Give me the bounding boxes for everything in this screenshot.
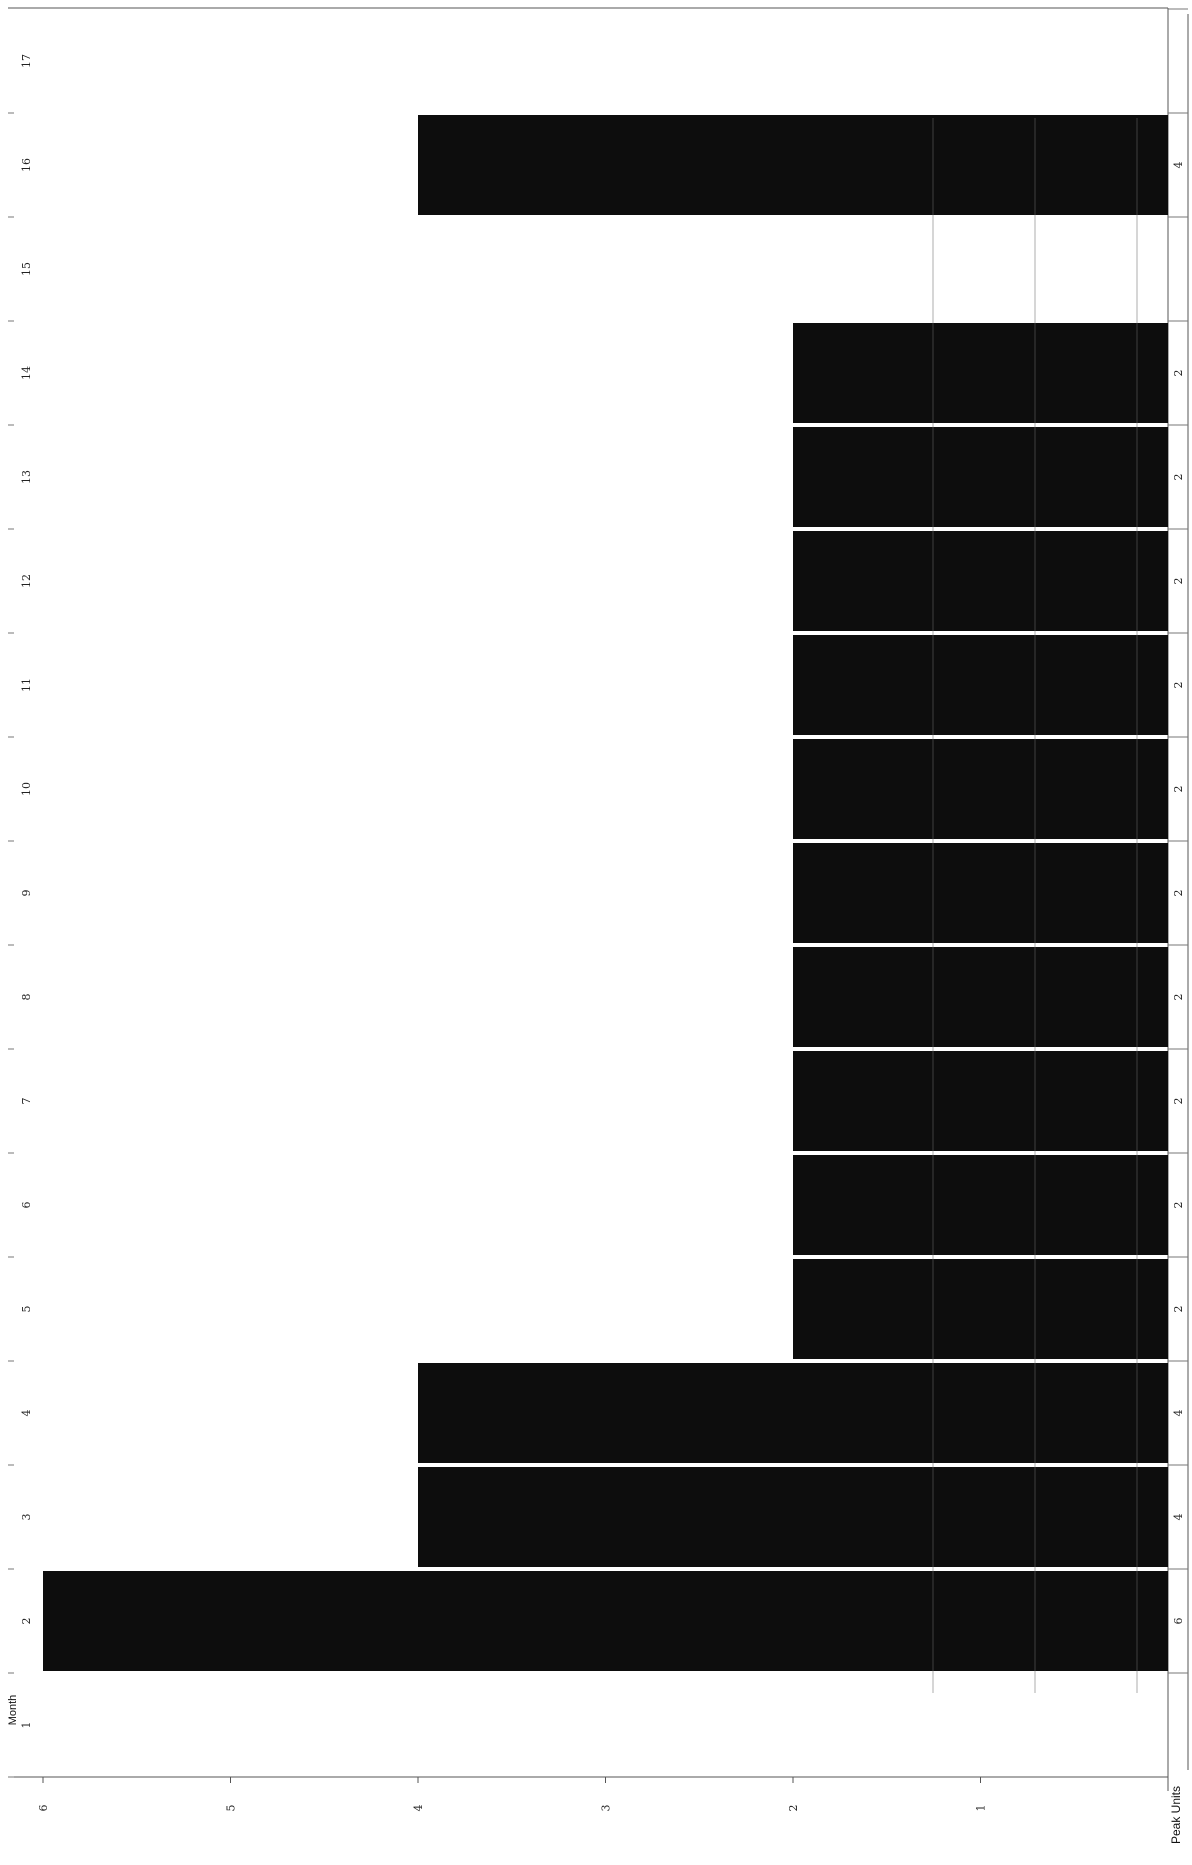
month-tick-11: 11	[20, 678, 33, 692]
value-label-month-11: 2	[1172, 682, 1185, 689]
bar-month-14	[793, 323, 1168, 423]
bar-month-12	[793, 531, 1168, 631]
bar-month-3	[418, 1467, 1168, 1567]
bar-month-2	[43, 1571, 1168, 1671]
value-tick-5: 5	[225, 1805, 238, 1812]
value-label-month-2: 6	[1172, 1618, 1185, 1625]
bar-month-13	[793, 427, 1168, 527]
bars-group	[43, 115, 1168, 1671]
bar-month-10	[793, 739, 1168, 839]
bar-month-11	[793, 635, 1168, 735]
value-label-month-9: 2	[1172, 890, 1185, 897]
value-axis-ticks: 1 2 3 4 5 6	[37, 1777, 988, 1812]
month-tick-12: 12	[20, 574, 33, 588]
month-tick-5: 5	[20, 1306, 33, 1313]
month-tick-17: 17	[20, 54, 33, 68]
bar-month-4	[418, 1363, 1168, 1463]
month-tick-10: 10	[20, 782, 33, 796]
value-tick-6: 6	[37, 1805, 50, 1812]
bar-month-5	[793, 1259, 1168, 1359]
value-tick-3: 3	[600, 1805, 613, 1812]
y-axis-title: Peak Units	[1169, 1786, 1183, 1844]
bar-month-8	[793, 947, 1168, 1047]
bar-month-7	[793, 1051, 1168, 1151]
value-label-month-14: 2	[1172, 370, 1185, 377]
bar-month-6	[793, 1155, 1168, 1255]
value-label-month-3: 4	[1172, 1514, 1185, 1521]
value-label-month-10: 2	[1172, 786, 1185, 793]
month-tick-8: 8	[20, 994, 33, 1001]
month-tick-13: 13	[20, 470, 33, 484]
month-tick-3: 3	[20, 1514, 33, 1521]
value-label-month-5: 2	[1172, 1306, 1185, 1313]
value-label-month-8: 2	[1172, 994, 1185, 1001]
value-label-month-6: 2	[1172, 1202, 1185, 1209]
value-label-month-13: 2	[1172, 474, 1185, 481]
value-label-month-12: 2	[1172, 578, 1185, 585]
value-label-month-7: 2	[1172, 1098, 1185, 1105]
value-label-month-4: 4	[1172, 1410, 1185, 1417]
value-tick-2: 2	[787, 1805, 800, 1812]
month-tick-6: 6	[20, 1202, 33, 1209]
month-tick-4: 4	[20, 1410, 33, 1417]
bar-month-9	[793, 843, 1168, 943]
value-table: 6 4 4 2 2 2 2 2 2 2 2 2 2 4	[1168, 8, 1188, 1674]
month-tick-15: 15	[20, 262, 33, 276]
value-tick-1: 1	[975, 1805, 988, 1812]
bar-month-16	[418, 115, 1168, 215]
month-tick-1: 1	[20, 1722, 33, 1729]
gridline-group	[932, 118, 1138, 1693]
month-tick-2: 2	[20, 1618, 33, 1625]
x-axis-title: Month	[7, 1695, 19, 1726]
month-tick-14: 14	[20, 366, 33, 380]
month-tick-9: 9	[20, 890, 33, 897]
month-tick-7: 7	[20, 1098, 33, 1105]
month-tick-16: 16	[20, 158, 33, 172]
value-tick-4: 4	[412, 1805, 425, 1812]
value-label-month-16: 4	[1172, 162, 1185, 169]
